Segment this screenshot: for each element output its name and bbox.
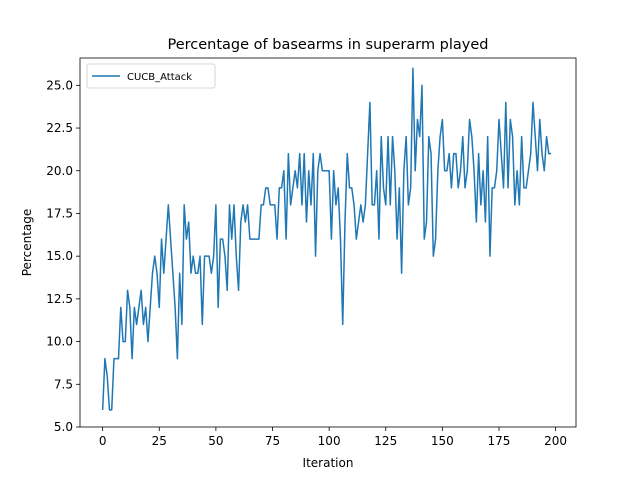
x-tick-label: 0 [99,434,107,448]
x-tick-label: 150 [431,434,454,448]
x-axis-label: Iteration [303,456,354,470]
x-tick-label: 25 [152,434,167,448]
y-tick-label: 12.5 [46,292,73,306]
x-tick-label: 200 [544,434,567,448]
x-axis: 0 25 50 75 100 125 150 175 200 [99,427,567,448]
y-tick-label: 7.5 [54,377,73,391]
y-tick-label: 22.5 [46,121,73,135]
y-tick-label: 17.5 [46,206,73,220]
y-tick-label: 25.0 [46,78,73,92]
y-axis: 5.0 7.5 10.0 12.5 15.0 17.5 20.0 22.5 25.0 [46,78,80,434]
legend: CUCB_Attack [86,63,216,89]
series-layer [101,67,552,411]
y-tick-label: 20.0 [46,164,73,178]
x-tick-label: 100 [318,434,341,448]
x-tick-label: 175 [488,434,511,448]
series-line-cucb-attack [101,67,552,411]
y-tick-label: 5.0 [54,420,73,434]
plot-frame [79,57,577,428]
legend-label: CUCB_Attack [127,72,192,83]
y-tick-label: 10.0 [46,335,73,349]
x-tick-label: 125 [374,434,397,448]
legend-box [86,63,216,89]
x-tick-label: 75 [265,434,280,448]
y-axis-label: Percentage [20,209,34,277]
x-tick-label: 50 [208,434,223,448]
y-tick-label: 15.0 [46,249,73,263]
chart-title: Percentage of basearms in superarm playe… [167,37,488,53]
